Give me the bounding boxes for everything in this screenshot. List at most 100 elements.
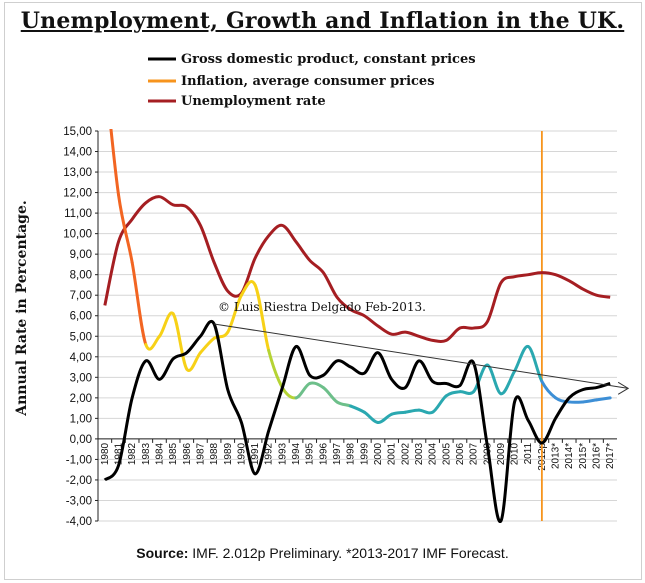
series-segment-inflation xyxy=(239,280,257,297)
x-tick-label: 2013* xyxy=(551,443,562,469)
series-segment-inflation xyxy=(280,386,298,400)
x-tick-label: 2000 xyxy=(373,442,384,465)
series-segment-inflation xyxy=(226,293,243,334)
y-tick-label: -4,00 xyxy=(66,516,92,528)
x-tick-label: 2001 xyxy=(387,442,398,465)
y-tick-label: -2,00 xyxy=(66,475,92,487)
x-tick-label: 2004 xyxy=(428,442,439,465)
series-segment-inflation xyxy=(212,330,230,340)
series-segment-inflation xyxy=(403,408,421,414)
series-segment-inflation xyxy=(581,398,599,404)
legend-label: Unemployment rate xyxy=(181,94,326,109)
series-segment-inflation xyxy=(198,336,216,355)
x-tick-label: 2009 xyxy=(496,442,507,465)
series-segment-inflation xyxy=(294,381,312,400)
series-segment-inflation xyxy=(526,345,544,383)
series-segment-inflation xyxy=(349,404,366,414)
series-segment-inflation xyxy=(499,369,517,396)
x-tick-label: 1995 xyxy=(305,442,316,465)
chart-title: Unemployment, Growth and Inflation in th… xyxy=(20,8,625,34)
y-tick-label: 10,00 xyxy=(63,229,92,241)
x-tick-label: 1984 xyxy=(154,442,165,465)
x-tick-label: 1986 xyxy=(182,442,193,465)
series-segment-inflation xyxy=(253,283,271,353)
series-segment-inflation xyxy=(185,351,202,372)
x-tick-label: 1997 xyxy=(332,442,343,465)
y-tick-label: 6,00 xyxy=(70,311,92,323)
series-segment-inflation xyxy=(458,390,476,395)
trend-line xyxy=(214,323,629,389)
x-tick-label: 2011 xyxy=(523,442,534,464)
series-segment-inflation xyxy=(485,363,503,396)
x-tick-label: 1996 xyxy=(318,442,329,465)
x-tick-label: 2016* xyxy=(592,443,603,469)
y-tick-label: 1,00 xyxy=(70,413,92,425)
x-tick-label: 1980 xyxy=(100,442,111,465)
x-tick-label: 1985 xyxy=(168,442,179,465)
series-segment-inflation xyxy=(335,400,353,408)
y-tick-label: 15,00 xyxy=(63,126,92,138)
x-tick-label: 2003 xyxy=(414,442,425,465)
x-tick-label: 2005 xyxy=(441,442,452,465)
y-tick-label: 0,00 xyxy=(70,434,92,446)
series-segment-inflation xyxy=(390,410,407,416)
x-tick-label: 2002 xyxy=(400,442,411,465)
trend-arrow-head xyxy=(617,381,630,395)
series-segment-inflation xyxy=(130,260,148,346)
y-tick-label: 14,00 xyxy=(63,147,92,159)
series-segment-inflation xyxy=(157,311,175,338)
series-segment-inflation xyxy=(321,386,339,404)
y-tick-label: 5,00 xyxy=(70,331,92,343)
x-tick-label: 1994 xyxy=(291,442,302,465)
series-segment-inflation xyxy=(308,381,325,390)
x-tick-label: 2010 xyxy=(510,442,521,465)
y-tick-label: 13,00 xyxy=(63,167,92,179)
copyright-annotation: © Luis Riestra Delgado Feb-2013. xyxy=(218,300,426,314)
source-text: IMF. 2.012p Preliminary. *2013-2017 IMF … xyxy=(188,545,509,561)
source-note: Source: IMF. 2.012p Preliminary. *2013-2… xyxy=(0,545,645,561)
y-tick-label: 2,00 xyxy=(70,393,92,405)
legend-label: Inflation, average consumer prices xyxy=(181,74,435,89)
series-segment-inflation xyxy=(109,129,120,197)
legend-label: Gross domestic product, constant prices xyxy=(181,52,476,67)
y-tick-label: 3,00 xyxy=(70,372,92,384)
series-segment-inflation xyxy=(144,334,161,351)
x-tick-label: 2006 xyxy=(455,442,466,465)
series-segment-inflation xyxy=(171,312,189,371)
x-tick-label: 1999 xyxy=(359,442,370,465)
y-tick-label: 8,00 xyxy=(70,270,92,282)
series-segment-inflation xyxy=(540,379,558,400)
series-line-unemployment xyxy=(103,195,611,343)
x-tick-label: 1992 xyxy=(264,442,275,465)
y-tick-label: 9,00 xyxy=(70,249,92,261)
x-tick-label: 2007 xyxy=(469,442,480,465)
x-tick-label: 1988 xyxy=(209,442,220,465)
series-segment-inflation xyxy=(444,390,462,398)
series-line-gdp xyxy=(103,319,611,523)
series-segment-inflation xyxy=(513,345,530,373)
series-segment-inflation xyxy=(362,410,380,424)
y-tick-label: 12,00 xyxy=(63,188,92,200)
x-tick-label: 1989 xyxy=(223,442,234,465)
x-tick-label: 1987 xyxy=(195,442,206,465)
y-tick-label: 11,00 xyxy=(64,208,92,220)
y-tick-label: -3,00 xyxy=(66,495,92,507)
chart-frame xyxy=(4,2,642,580)
x-tick-label: 1991 xyxy=(250,442,261,465)
series-segment-inflation xyxy=(595,396,612,402)
y-tick-label: 4,00 xyxy=(70,352,92,364)
x-tick-label: 1998 xyxy=(346,442,357,465)
series-segment-inflation xyxy=(116,193,134,264)
series-segment-inflation xyxy=(267,349,284,390)
series-segment-inflation xyxy=(431,394,448,414)
x-tick-label: 2017* xyxy=(605,443,616,469)
y-tick-label: -1,00 xyxy=(66,454,92,466)
x-tick-label: 1983 xyxy=(141,442,152,465)
x-tick-label: 2014* xyxy=(564,443,575,469)
x-tick-label: 1982 xyxy=(127,442,138,465)
series-segment-inflation xyxy=(417,408,435,415)
x-tick-label: 1990 xyxy=(236,442,247,465)
x-tick-label: 1993 xyxy=(277,442,288,465)
y-tick-label: 7,00 xyxy=(70,290,92,302)
